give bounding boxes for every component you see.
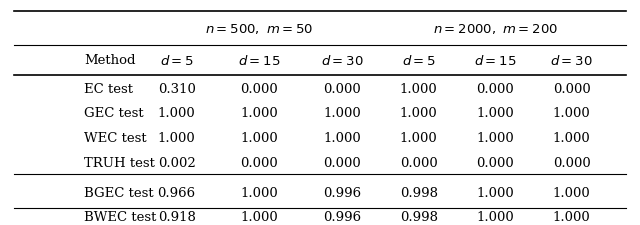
Text: 1.000: 1.000	[157, 132, 195, 145]
Text: 0.000: 0.000	[241, 157, 278, 170]
Text: 1.000: 1.000	[241, 132, 278, 145]
Text: $d = 5$: $d = 5$	[402, 54, 436, 68]
Text: 0.000: 0.000	[400, 157, 438, 170]
Text: 0.918: 0.918	[157, 212, 196, 224]
Text: 1.000: 1.000	[553, 107, 591, 120]
Text: $d = 5$: $d = 5$	[159, 54, 194, 68]
Text: 1.000: 1.000	[553, 187, 591, 200]
Text: 0.000: 0.000	[323, 83, 361, 96]
Text: 1.000: 1.000	[241, 212, 278, 224]
Text: 1.000: 1.000	[241, 187, 278, 200]
Text: $d = 30$: $d = 30$	[321, 54, 364, 68]
Text: 0.000: 0.000	[241, 83, 278, 96]
Text: 1.000: 1.000	[476, 212, 514, 224]
Text: 0.000: 0.000	[553, 83, 591, 96]
Text: 1.000: 1.000	[476, 187, 514, 200]
Text: 1.000: 1.000	[553, 132, 591, 145]
Text: $n = 2000,\ m = 200$: $n = 2000,\ m = 200$	[433, 22, 557, 36]
Text: 0.998: 0.998	[400, 212, 438, 224]
Text: 1.000: 1.000	[241, 107, 278, 120]
Text: 0.000: 0.000	[553, 157, 591, 170]
Text: 0.310: 0.310	[157, 83, 196, 96]
Text: 1.000: 1.000	[323, 132, 361, 145]
Text: WEC test: WEC test	[84, 132, 147, 145]
Text: EC test: EC test	[84, 83, 133, 96]
Text: 1.000: 1.000	[400, 107, 438, 120]
Text: 1.000: 1.000	[323, 107, 361, 120]
Text: 1.000: 1.000	[400, 83, 438, 96]
Text: 0.000: 0.000	[476, 83, 514, 96]
Text: 1.000: 1.000	[476, 107, 514, 120]
Text: $d = 15$: $d = 15$	[474, 54, 516, 68]
Text: Method: Method	[84, 54, 136, 67]
Text: 1.000: 1.000	[400, 132, 438, 145]
Text: 0.966: 0.966	[157, 187, 196, 200]
Text: TRUH test: TRUH test	[84, 157, 155, 170]
Text: 1.000: 1.000	[476, 132, 514, 145]
Text: $d = 30$: $d = 30$	[550, 54, 593, 68]
Text: 0.000: 0.000	[323, 157, 361, 170]
Text: 0.998: 0.998	[400, 187, 438, 200]
Text: 0.996: 0.996	[323, 187, 362, 200]
Text: 1.000: 1.000	[157, 107, 195, 120]
Text: BWEC test: BWEC test	[84, 212, 157, 224]
Text: $d = 15$: $d = 15$	[238, 54, 281, 68]
Text: GEC test: GEC test	[84, 107, 144, 120]
Text: BGEC test: BGEC test	[84, 187, 154, 200]
Text: 0.002: 0.002	[157, 157, 195, 170]
Text: $n = 500,\ m = 50$: $n = 500,\ m = 50$	[205, 22, 314, 36]
Text: 1.000: 1.000	[553, 212, 591, 224]
Text: 0.000: 0.000	[476, 157, 514, 170]
Text: 0.996: 0.996	[323, 212, 362, 224]
